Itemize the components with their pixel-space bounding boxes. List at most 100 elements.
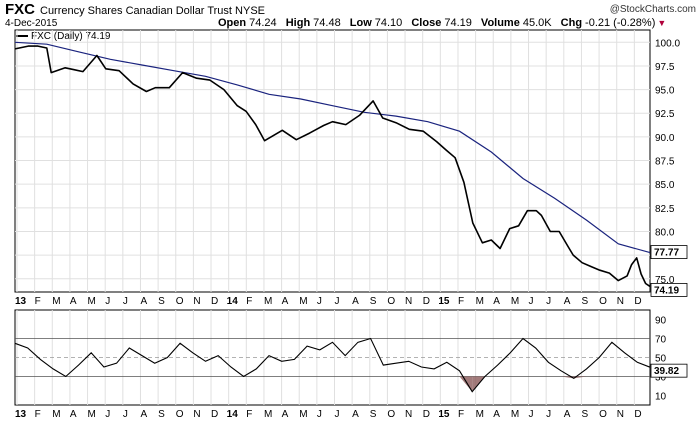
rsi-x-tick-label: 14 [227,409,239,420]
rsi-x-tick-label: D [634,409,641,420]
price-y-tick-label: 87.5 [655,157,675,168]
change-label: Chg [560,17,583,29]
x-tick-label: N [617,296,624,307]
close-label: Close [411,17,442,29]
rsi-x-tick-label: M [299,409,307,420]
rsi-last-value-label: 39.82 [654,366,679,377]
rsi-oversold-fill [573,376,587,379]
ohlc-summary: Open 74.24 High 74.48 Low 74.10 Close 74.19 … [218,17,666,29]
rsi-x-tick-label: O [176,409,184,420]
rsi-x-tick-label: D [211,409,218,420]
low-value: 74.10 [374,17,403,29]
rsi-x-tick-label: O [599,409,607,420]
x-tick-label: S [581,296,588,307]
x-tick-label: O [387,296,395,307]
rsi-x-tick-label: F [246,409,252,420]
x-tick-label: M [52,296,60,307]
ticker-symbol: FXC [5,1,35,18]
rsi-x-tick-label: S [158,409,165,420]
rsi-x-tick-label: S [370,409,377,420]
x-tick-label: 14 [227,296,239,307]
open-value: 74.24 [249,17,277,29]
price-legend: FXC (Daily) 74.19 [16,31,110,42]
moving-average-line [14,41,651,254]
rsi-y-tick-label: 90 [655,316,667,327]
rsi-x-tick-label: A [140,409,147,420]
x-tick-label: J [105,296,110,307]
rsi-x-tick-label: 15 [438,409,450,420]
quote-date: 4-Dec-2015 [5,18,58,29]
rsi-x-tick-label: J [123,409,128,420]
ma-last-value-label-box [650,245,688,259]
rsi-y-tick-label: 70 [655,335,667,346]
x-tick-label: D [211,296,218,307]
x-tick-label: F [246,296,252,307]
x-tick-label: S [370,296,377,307]
rsi-x-tick-label: N [617,409,624,420]
x-tick-label: D [423,296,430,307]
rsi-last-value-label-box [650,363,688,378]
rsi-line [14,337,651,393]
chart-header: FXC Currency Shares Canadian Dollar Trus… [0,0,700,30]
rsi-x-tick-label: M [52,409,60,420]
rsi-x-tick-label: J [317,409,322,420]
x-tick-label: M [264,296,272,307]
rsi-x-tick-label: A [282,409,289,420]
x-tick-label: A [564,296,571,307]
price-y-tick-label: 97.5 [655,62,675,73]
price-y-tick-label: 85.0 [655,180,675,191]
x-tick-label: J [123,296,128,307]
rsi-x-tick-label: A [70,409,77,420]
x-tick-label: J [529,296,534,307]
security-fullname: Currency Shares Canadian Dollar Trust [40,5,232,17]
price-y-tick-label: 75.0 [655,275,675,286]
rsi-x-tick-label: J [546,409,551,420]
x-tick-label: O [599,296,607,307]
x-tick-label: A [282,296,289,307]
rsi-y-tick-label: 10 [655,392,667,403]
copyright-label: @StockCharts.com [609,4,696,15]
rsi-x-tick-label: S [581,409,588,420]
close-value: 74.19 [444,17,472,29]
high-label: High [285,17,311,29]
x-tick-label: A [70,296,77,307]
price-y-tick-label: 100.0 [655,38,680,49]
change-value: -0.21 (-0.28%) [585,17,656,29]
x-tick-label: M [511,296,519,307]
rsi-oversold-fill [459,376,473,392]
x-tick-label: A [352,296,359,307]
x-tick-label: M [476,296,484,307]
exchange-label: NYSE [235,5,266,17]
price-y-tick-label: 95.0 [655,86,675,97]
open-label: Open [218,17,247,29]
price-line [14,45,651,288]
x-tick-label: S [158,296,165,307]
x-tick-label: J [317,296,322,307]
legend-swatch [16,35,28,38]
rsi-x-tick-label: A [352,409,359,420]
x-tick-label: F [458,296,464,307]
x-tick-label: O [176,296,184,307]
rsi-x-tick-label: A [564,409,571,420]
rsi-x-tick-label: J [529,409,534,420]
x-tick-label: F [35,296,41,307]
x-tick-label: D [634,296,641,307]
x-tick-label: J [546,296,551,307]
rsi-x-tick-label: O [387,409,395,420]
rsi-x-tick-label: M [264,409,272,420]
x-tick-label: A [140,296,147,307]
rsi-x-tick-label: J [335,409,340,420]
down-triangle-icon: ▼ [657,18,667,28]
rsi-x-tick-label: J [105,409,110,420]
rsi-x-tick-label: D [423,409,430,420]
x-tick-label: J [335,296,340,307]
low-label: Low [349,17,372,29]
legend-label: FXC (Daily) 74.19 [31,31,111,42]
high-value: 74.48 [313,17,341,29]
security-name: Currency Shares Canadian Dollar Trust NY… [40,5,265,17]
x-tick-label: M [88,296,96,307]
price-y-tick-label: 82.5 [655,204,675,215]
x-tick-label: N [193,296,200,307]
rsi-x-tick-label: F [35,409,41,420]
